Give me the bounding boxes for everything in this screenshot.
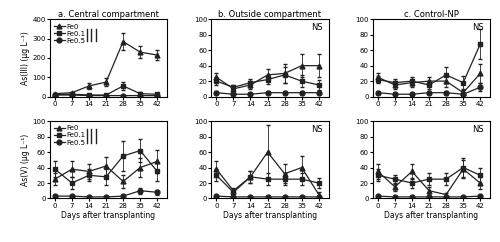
Text: NS: NS — [311, 125, 322, 134]
Title: c. Control-NP: c. Control-NP — [404, 10, 459, 19]
Title: a. Central compartment: a. Central compartment — [58, 10, 159, 19]
Title: b. Outside compartment: b. Outside compartment — [218, 10, 322, 19]
X-axis label: Days after transplanting: Days after transplanting — [223, 211, 317, 220]
X-axis label: Days after transplanting: Days after transplanting — [62, 211, 156, 220]
Legend: Fe0, Fe0.1, Fe0.5: Fe0, Fe0.1, Fe0.5 — [54, 23, 86, 44]
X-axis label: Days after transplanting: Days after transplanting — [384, 211, 478, 220]
Y-axis label: As(V) (μg L⁻¹): As(V) (μg L⁻¹) — [20, 134, 30, 186]
Text: NS: NS — [311, 23, 322, 32]
Text: NS: NS — [472, 125, 484, 134]
Y-axis label: As(III) (μg L⁻¹): As(III) (μg L⁻¹) — [20, 31, 30, 85]
Text: NS: NS — [472, 23, 484, 32]
Legend: Fe0, Fe0.1, Fe0.5: Fe0, Fe0.1, Fe0.5 — [54, 125, 86, 146]
